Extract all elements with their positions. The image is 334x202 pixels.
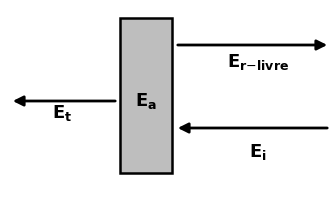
- Text: $\mathbf{E_{r\mathrm{-}livre}}$: $\mathbf{E_{r\mathrm{-}livre}}$: [227, 52, 289, 72]
- Text: $\mathbf{E_t}$: $\mathbf{E_t}$: [52, 103, 72, 123]
- Text: $\mathbf{E_a}$: $\mathbf{E_a}$: [135, 91, 157, 111]
- Bar: [120, 18, 172, 173]
- Text: $\mathbf{E_i}$: $\mathbf{E_i}$: [249, 142, 267, 162]
